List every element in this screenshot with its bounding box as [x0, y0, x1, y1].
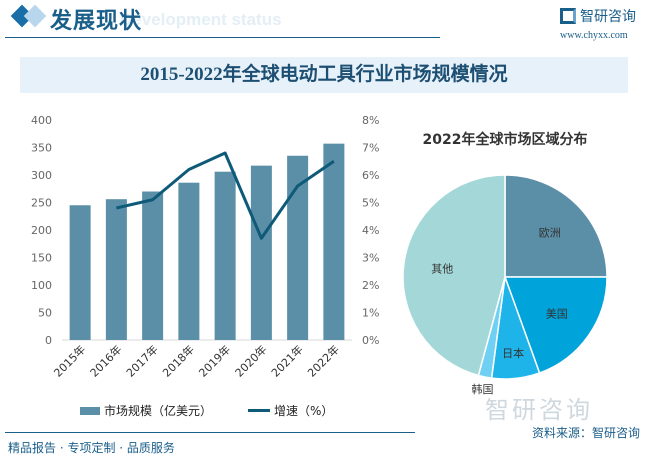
diamond-icon — [23, 4, 47, 28]
x-tick-label: 2020年 — [232, 342, 269, 379]
y-right-tick: 4% — [362, 224, 379, 237]
y-right-tick: 3% — [362, 252, 379, 265]
legend-swatch-line — [248, 409, 271, 412]
bar — [250, 165, 272, 340]
x-tick-label: 2015年 — [51, 342, 88, 379]
pie-slice — [402, 174, 506, 377]
y-right-tick: 7% — [362, 142, 379, 155]
y-left-tick: 0 — [45, 334, 52, 347]
footer-divider — [5, 432, 415, 433]
watermark: 智研咨询 — [485, 396, 593, 424]
y-right-tick: 5% — [362, 197, 379, 210]
pie-label: 日本 — [502, 346, 524, 360]
growth-line — [116, 151, 335, 240]
website: www.chyxx.com — [560, 30, 628, 41]
logo-icon — [560, 8, 576, 24]
pie-label: 韩国 — [472, 382, 494, 396]
x-tick-label: 2021年 — [268, 342, 305, 379]
bar — [142, 191, 164, 340]
y-left-tick: 100 — [31, 279, 52, 292]
y-right-tick: 0% — [362, 334, 379, 347]
pie-title: 2022年全球市场区域分布 — [423, 131, 588, 148]
bar — [69, 205, 91, 340]
y-left-tick: 350 — [31, 142, 52, 155]
logo: 智研咨询 — [560, 6, 636, 26]
chart-title: 2015-2022年全球电动工具行业市场规模情况 — [20, 57, 628, 93]
legend-swatch-bar — [80, 406, 100, 415]
pie-slice — [504, 174, 608, 278]
chart-area: 0 50 100 150 200 250 300 350 400 0% 1% 2% 3% 4% 5% 6% 7%… — [31, 114, 608, 396]
logo-text: 智研咨询 — [580, 9, 636, 25]
legend-label-line: 增速（%） — [274, 404, 334, 418]
y-right-tick: 8% — [362, 114, 379, 127]
bar — [287, 155, 309, 340]
y-left-tick: 300 — [31, 169, 52, 182]
y-left-tick: 150 — [31, 252, 52, 265]
y-right-tick: 1% — [362, 307, 379, 320]
bar — [214, 171, 236, 340]
pie-label: 欧洲 — [539, 226, 561, 239]
bar — [178, 182, 200, 340]
y-left-tick: 400 — [31, 114, 52, 127]
pie-label: 其他 — [431, 263, 453, 276]
pie-slice — [503, 276, 608, 374]
x-tick-label: 2016年 — [87, 342, 124, 379]
y-left-tick: 50 — [38, 307, 52, 320]
bar — [105, 199, 127, 340]
x-tick-label: 2018年 — [160, 342, 197, 379]
section-title: 发展现状 — [50, 9, 143, 34]
y-left-tick: 250 — [31, 197, 52, 210]
divider — [5, 37, 440, 38]
section-subtitle: Development status — [120, 10, 282, 29]
legend-label-bar: 市场规模（亿美元） — [104, 404, 213, 418]
legend: 市场规模（亿美元） 增速（%） — [80, 402, 333, 419]
footer-slogan: 精品报告 · 专项定制 · 品质服务 — [8, 441, 175, 455]
x-tick-label: 2017年 — [123, 342, 160, 379]
source-note: 资料来源：智研咨询 — [532, 424, 641, 441]
y-right-tick: 6% — [362, 169, 379, 182]
x-tick-label: 2022年 — [305, 342, 342, 379]
y-left-tick: 200 — [31, 224, 52, 237]
bar — [323, 143, 345, 340]
y-right-tick: 2% — [362, 279, 379, 292]
pie-label: 美国 — [546, 307, 568, 320]
x-tick-label: 2019年 — [196, 342, 233, 379]
